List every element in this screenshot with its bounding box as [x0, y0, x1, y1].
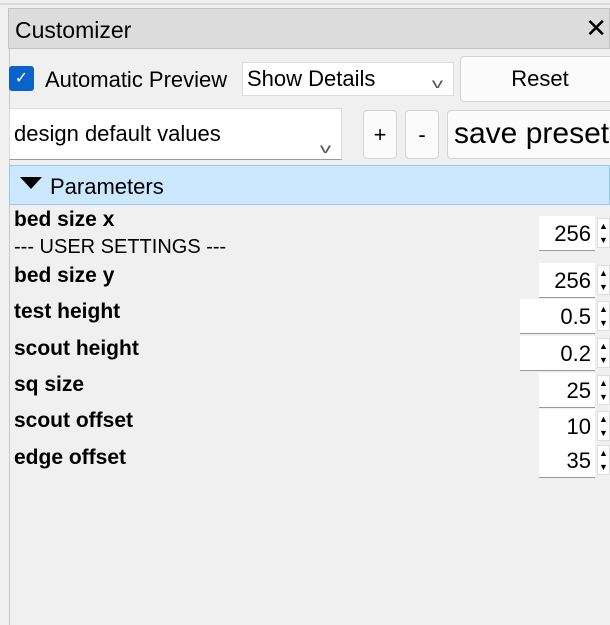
parameter-spinbox[interactable]: 0.5 ▲ ▼	[520, 299, 610, 334]
details-dropdown[interactable]: Show Details v	[242, 62, 454, 96]
parameter-value: 35	[566, 448, 591, 473]
parameter-value: 256	[554, 221, 591, 246]
spin-arrows-icon[interactable]: ▲ ▼	[597, 265, 610, 295]
parameter-label: test height	[14, 300, 121, 323]
parameter-spinbox[interactable]: 25 ▲ ▼	[539, 373, 610, 408]
group-note: --- USER SETTINGS ---	[14, 236, 227, 258]
parameter-label: bed size y	[14, 264, 115, 287]
spin-arrows-icon[interactable]: ▲ ▼	[597, 411, 610, 441]
automatic-preview-checkbox[interactable]: ✓	[9, 66, 34, 91]
parameters-group-label: Parameters	[50, 174, 164, 199]
left-divider	[9, 8, 10, 625]
spin-arrows-icon[interactable]: ▲ ▼	[597, 218, 610, 248]
parameter-label: bed size x	[14, 208, 115, 231]
triangle-down-icon	[20, 177, 42, 189]
close-icon[interactable]: ✕	[585, 13, 607, 43]
details-value: Show Details	[247, 66, 376, 91]
add-preset-button[interactable]: +	[363, 110, 397, 159]
parameter-label: sq size	[14, 373, 85, 396]
parameters-group-header[interactable]: Parameters	[9, 165, 610, 205]
save-preset-button[interactable]: save preset	[447, 110, 610, 159]
remove-preset-button[interactable]: -	[405, 110, 439, 159]
panel-title: Customizer	[15, 17, 132, 43]
parameter-value: 0.5	[560, 304, 591, 329]
parameter-spinbox[interactable]: 256 ▲ ▼	[539, 263, 610, 298]
parameter-spinbox[interactable]: 10 ▲ ▼	[539, 409, 610, 444]
chevron-down-icon: v	[319, 140, 332, 156]
spin-arrows-icon[interactable]: ▲ ▼	[597, 301, 610, 331]
parameter-value: 25	[566, 378, 591, 403]
reset-button[interactable]: Reset	[460, 56, 610, 102]
parameter-spinbox[interactable]: 35 ▲ ▼	[539, 443, 610, 478]
spin-arrows-icon[interactable]: ▲ ▼	[597, 338, 610, 368]
parameter-label: scout offset	[14, 409, 134, 432]
parameter-value: 10	[566, 414, 591, 439]
spin-arrows-icon[interactable]: ▲ ▼	[597, 375, 610, 405]
preset-value: design default values	[14, 121, 221, 146]
parameter-value: 0.2	[560, 341, 591, 366]
parameter-spinbox[interactable]: 256 ▲ ▼	[539, 216, 610, 251]
top-divider	[0, 3, 610, 5]
chevron-down-icon: v	[431, 75, 444, 91]
parameter-label: scout height	[14, 337, 139, 360]
spin-arrows-icon[interactable]: ▲ ▼	[597, 445, 610, 475]
parameter-label: edge offset	[14, 446, 127, 469]
automatic-preview-label[interactable]: Automatic Preview	[45, 67, 228, 92]
parameter-value: 256	[554, 268, 591, 293]
panel-titlebar: Customizer ✕	[8, 8, 610, 49]
parameter-spinbox[interactable]: 0.2 ▲ ▼	[520, 336, 610, 371]
preset-dropdown[interactable]: design default values v	[9, 108, 342, 160]
